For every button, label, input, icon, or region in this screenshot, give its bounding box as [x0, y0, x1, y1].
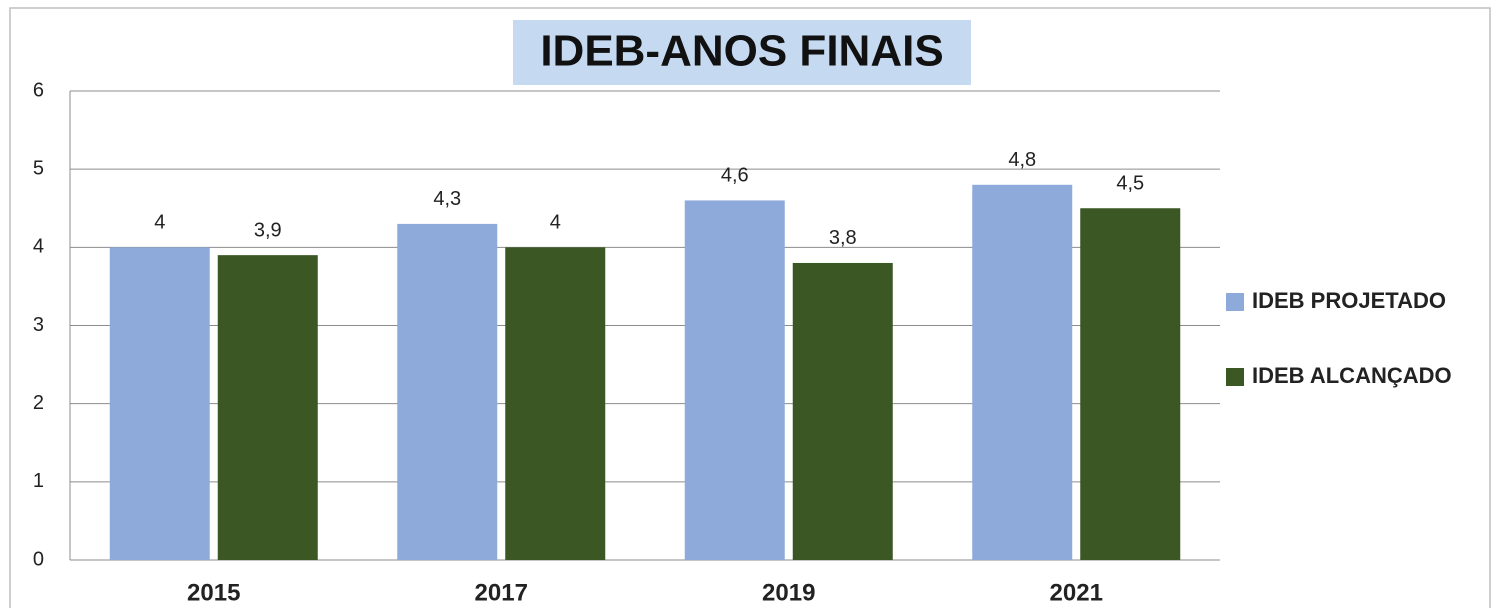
bar: [397, 223, 498, 560]
value-label: 4,3: [433, 188, 461, 210]
title-box: [513, 20, 971, 85]
bar: [505, 247, 606, 561]
y-tick-label: 4: [33, 236, 44, 258]
y-tick-label: 0: [33, 548, 44, 570]
y-tick-label: 3: [33, 314, 44, 336]
legend-label: IDEB PROJETADO: [1252, 288, 1446, 313]
bar: [792, 262, 893, 560]
bar: [972, 184, 1073, 561]
value-label: 4,5: [1116, 173, 1144, 195]
y-tick-label: 6: [33, 79, 44, 101]
y-tick-label: 2: [33, 392, 44, 414]
value-label: 4,6: [721, 165, 749, 187]
x-tick-label: 2021: [1050, 579, 1103, 606]
legend-swatch: [1226, 368, 1244, 386]
legend-swatch: [1226, 293, 1244, 311]
bar: [684, 200, 785, 560]
chart-title: IDEB-ANOS FINAIS: [540, 27, 943, 76]
x-tick-label: 2017: [475, 579, 528, 606]
legend-label: IDEB ALCANÇADO: [1252, 363, 1452, 388]
value-label: 4: [550, 212, 561, 234]
bar: [1080, 208, 1181, 560]
value-label: 3,9: [254, 219, 282, 241]
y-tick-label: 5: [33, 157, 44, 179]
value-label: 4,8: [1008, 149, 1036, 171]
x-tick-label: 2015: [187, 579, 240, 606]
value-label: 3,8: [829, 227, 857, 249]
bar: [217, 255, 318, 560]
y-tick-label: 1: [33, 470, 44, 492]
bar: [109, 247, 210, 561]
x-tick-label: 2019: [762, 579, 815, 606]
value-label: 4: [154, 212, 165, 234]
chart-border: [9, 7, 1491, 608]
